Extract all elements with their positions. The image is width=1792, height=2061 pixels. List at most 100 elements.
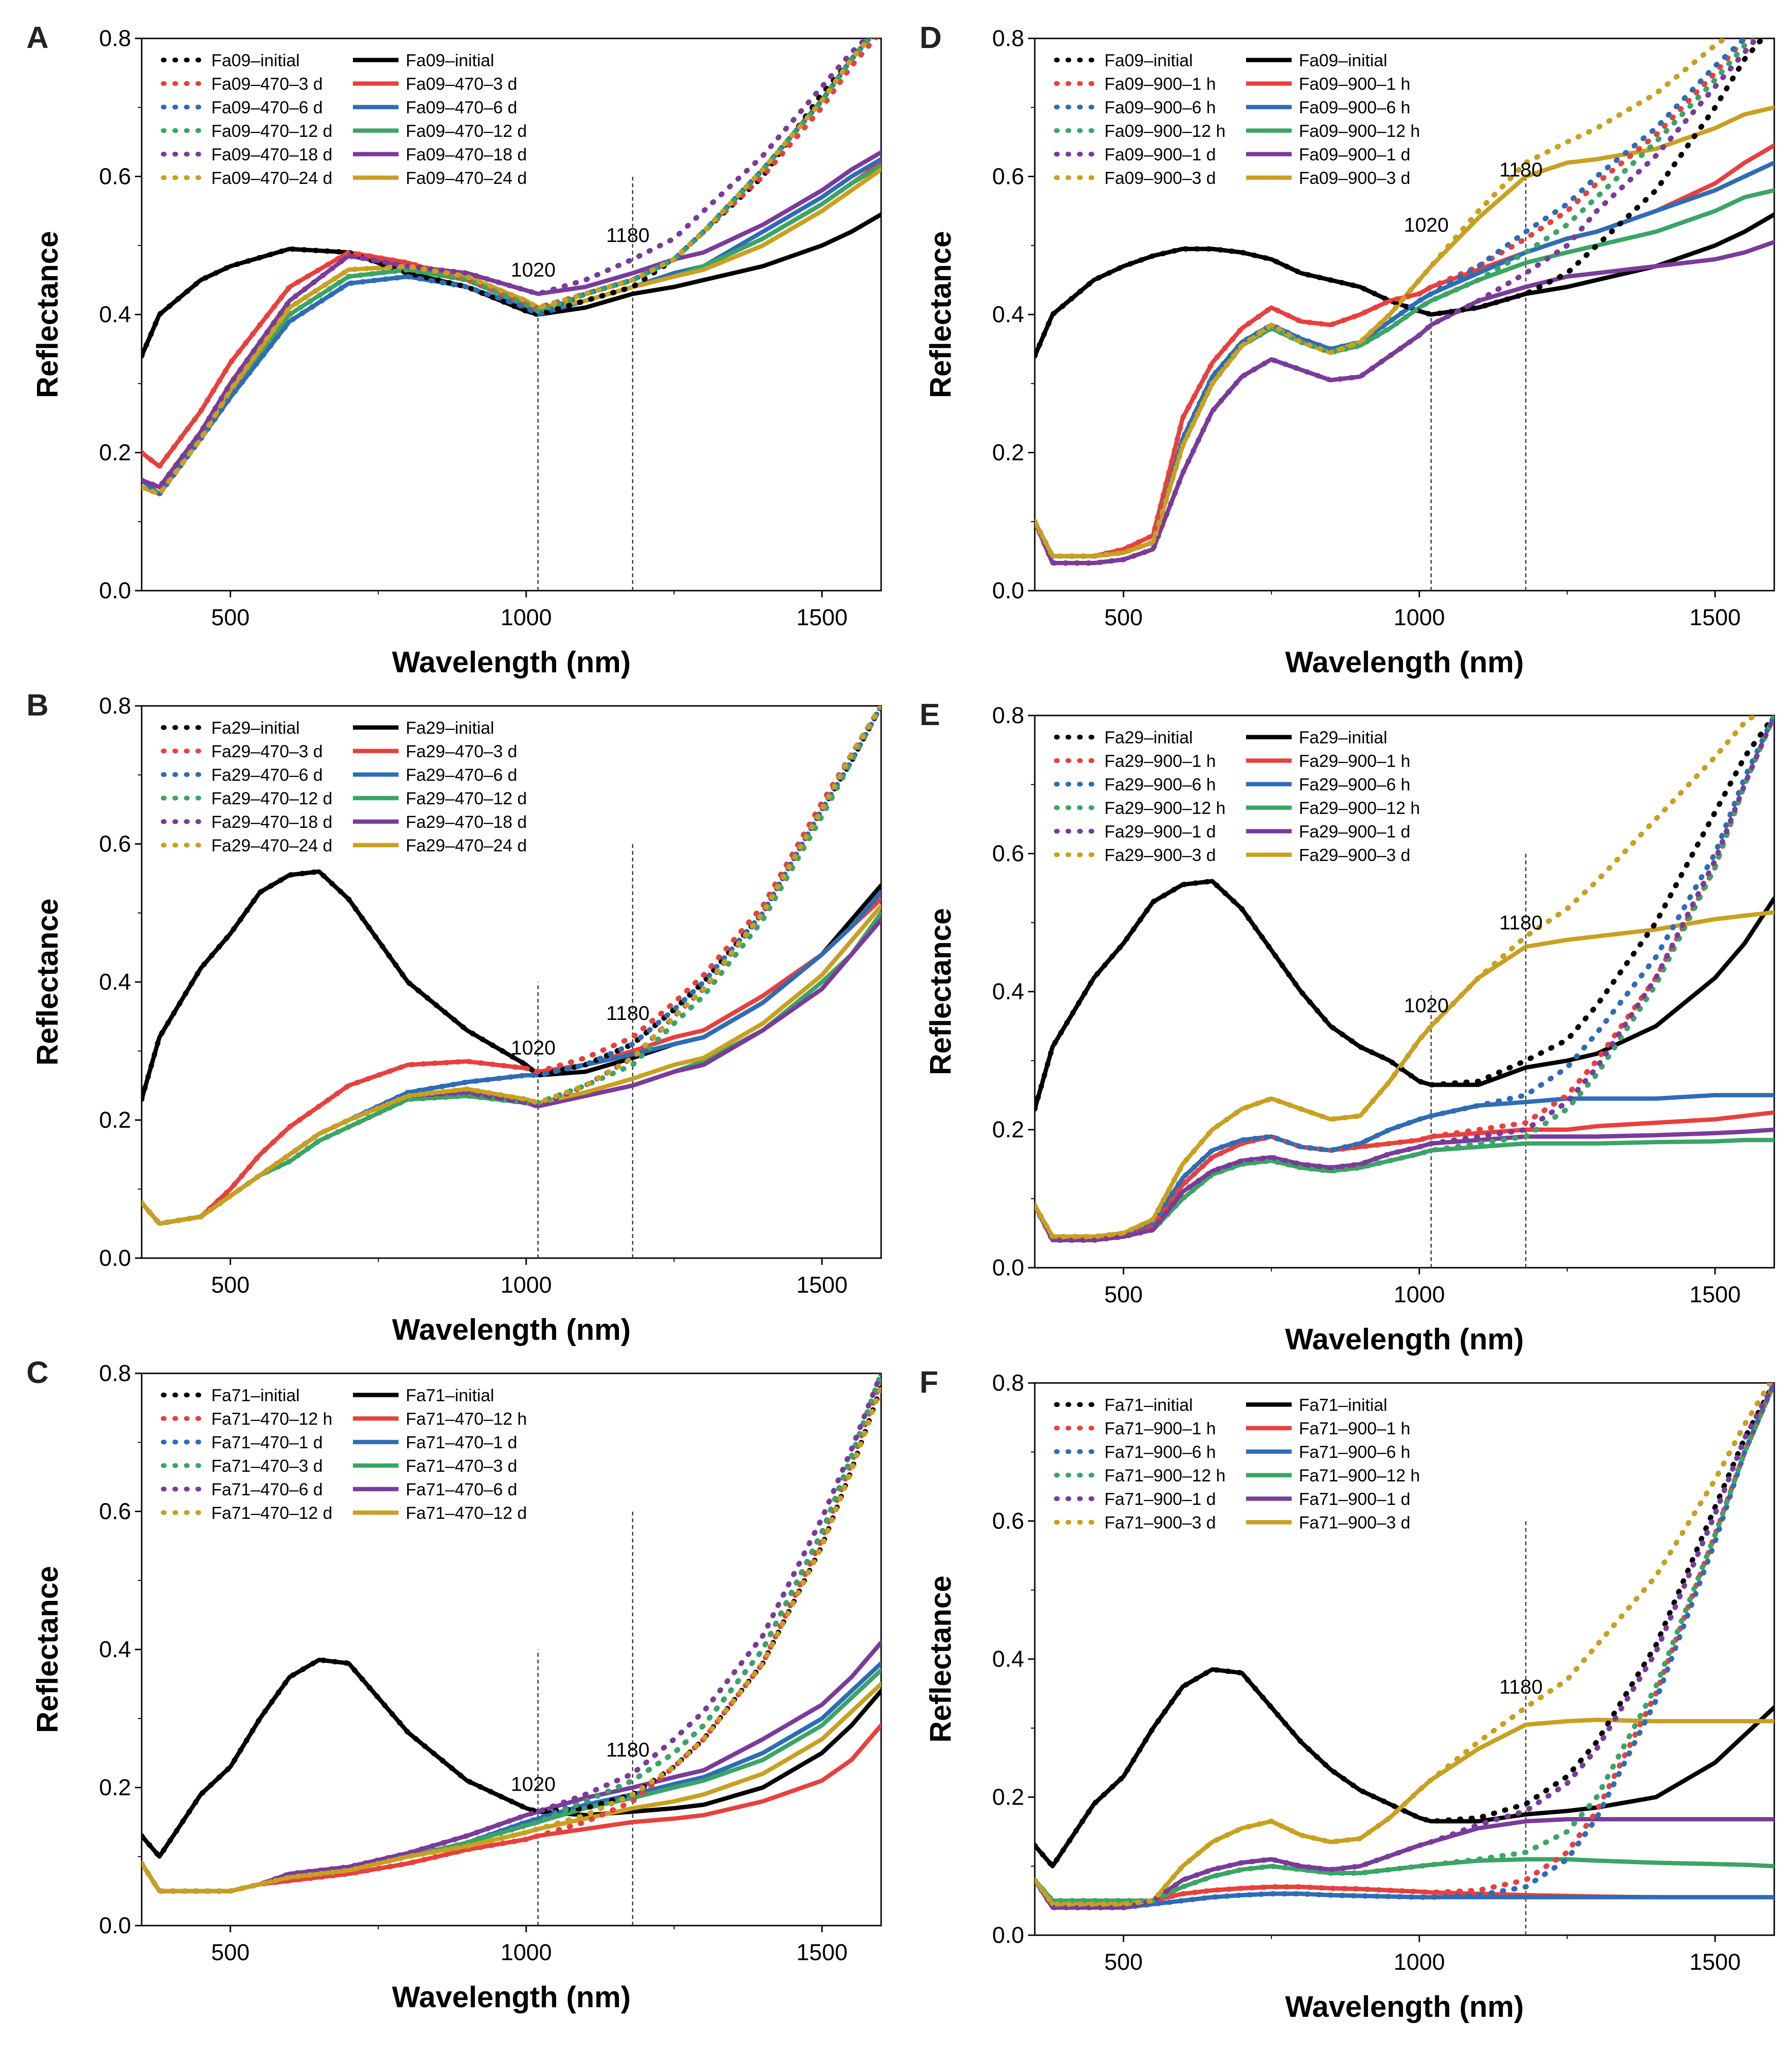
y-tick-label: 0.8	[99, 1361, 131, 1386]
legend-dotted-label: Fa09–470–24 d	[211, 168, 332, 188]
legend-dotted-label: Fa09–initial	[211, 50, 300, 70]
x-tick-label: 1500	[1689, 1282, 1741, 1308]
legend-dotted-label: Fa09–470–12 d	[211, 121, 332, 141]
legend-solid-label: Fa71–470–6 d	[406, 1479, 517, 1499]
series-dotted-5	[1035, 1383, 1773, 1907]
legend-solid-label: Fa09–900–6 h	[1299, 97, 1410, 117]
annotation-1020: 1020	[1404, 214, 1449, 236]
legend-dotted-label: Fa29–470–18 d	[211, 812, 332, 832]
legend-solid-label: Fa71–470–3 d	[406, 1456, 517, 1476]
legend-dotted-label: Fa71–470–3 d	[211, 1456, 323, 1476]
y-tick-label: 0.8	[99, 26, 131, 51]
legend-dotted-label: Fa29–initial	[211, 718, 300, 738]
y-tick-label: 0.0	[99, 1913, 131, 1939]
legend-dotted-label: Fa09–470–3 d	[211, 74, 323, 94]
legend-dotted-label: Fa71–900–1 h	[1104, 1418, 1216, 1438]
series-solid-4	[142, 1640, 881, 1893]
legend-solid-label: Fa71–470–1 d	[406, 1432, 517, 1452]
legend-dotted-label: Fa29–470–6 d	[211, 765, 323, 785]
series-solid-2	[1035, 1878, 1774, 1910]
annotation-1020: 1020	[511, 1773, 556, 1795]
legend-solid-label: Fa09–initial	[1299, 50, 1387, 70]
x-tick-label: 1500	[796, 1940, 848, 1965]
legend-dotted-label: Fa29–470–12 d	[211, 788, 332, 808]
legend-solid-label: Fa09–900–1 h	[1299, 74, 1410, 94]
series-dotted-4	[142, 38, 871, 491]
x-axis-title: Wavelength (nm)	[1285, 646, 1524, 679]
series-solid-3	[1035, 188, 1774, 558]
y-tick-label: 0.0	[992, 578, 1024, 604]
y-tick-label: 0.2	[992, 440, 1024, 466]
legend-dotted-label: Fa29–900–6 h	[1104, 775, 1216, 794]
legend-solid-label: Fa09–initial	[406, 50, 494, 70]
legend-dotted-label: Fa09–900–1 h	[1104, 74, 1216, 94]
legend-dotted-label: Fa71–470–12 d	[211, 1503, 332, 1523]
annotation-1020: 1020	[511, 1036, 556, 1059]
y-axis-title: Reflectance	[924, 908, 957, 1075]
series-dotted-5	[1035, 715, 1759, 1239]
legend-solid-label: Fa09–470–6 d	[406, 97, 517, 117]
x-tick-label: 500	[211, 1940, 250, 1965]
legend-dotted-label: Fa09–900–1 d	[1104, 145, 1216, 164]
legend-solid-label: Fa71–initial	[406, 1385, 494, 1405]
legend-dotted-label: Fa29–initial	[1104, 727, 1193, 747]
plot-area	[142, 1373, 881, 1894]
series-solid-2	[142, 157, 881, 497]
y-tick-label: 0.6	[992, 164, 1024, 190]
x-axis-title: Wavelength (nm)	[392, 1313, 630, 1346]
panel-a: A 0.0 0.2 0.4 0.6 0.8 500 1000 1500 Wavelength (n…	[26, 20, 882, 679]
annotation-1180: 1180	[1499, 158, 1542, 181]
series-dotted-3	[142, 1373, 881, 1894]
series-dotted-5	[142, 706, 881, 1227]
series-dotted-5	[142, 38, 873, 497]
legend-solid-label: Fa71–900–3 d	[1299, 1513, 1410, 1532]
y-tick-label: 0.6	[99, 1499, 131, 1525]
y-tick-label: 0.4	[99, 302, 131, 327]
legend-solid-label: Fa71–470–12 d	[406, 1503, 527, 1523]
x-axis-title: Wavelength (nm)	[392, 646, 630, 679]
series-solid-5	[142, 1682, 881, 1893]
y-tick-label: 0.6	[992, 1509, 1024, 1534]
plot-area	[1035, 1383, 1774, 1910]
legend-solid-label: Fa71–initial	[1299, 1395, 1387, 1415]
legend-dotted-label: Fa71–900–6 h	[1104, 1442, 1216, 1462]
series-solid-4	[1035, 240, 1774, 565]
legend-dotted-label: Fa29–900–1 h	[1104, 751, 1216, 771]
series-solid-5	[1035, 105, 1774, 558]
legend-dotted-label: Fa09–900–6 h	[1104, 97, 1216, 117]
x-tick-label: 1000	[1393, 1282, 1445, 1308]
y-axis-title: Reflectance	[924, 1576, 957, 1743]
legend-dotted-label: Fa09–900–3 d	[1104, 168, 1216, 188]
y-tick-label: 0.4	[99, 970, 131, 995]
plot-area	[1035, 715, 1774, 1243]
annotation-1180: 1180	[606, 1002, 649, 1024]
series-dotted-2	[1035, 38, 1749, 559]
x-tick-label: 500	[211, 605, 250, 630]
panel-b: B 0.0 0.2 0.4 0.6 0.8 500 1000 1500 Wavelength (n…	[26, 688, 882, 1346]
plot-area	[1035, 38, 1774, 566]
y-tick-label: 0.6	[99, 832, 131, 857]
y-tick-label: 0.0	[99, 1246, 131, 1271]
x-axis-title: Wavelength (nm)	[1285, 1323, 1524, 1356]
legend-solid-label: Fa71–900–6 h	[1299, 1442, 1410, 1462]
series-dotted-3	[142, 38, 873, 497]
series-dotted-5	[142, 1384, 881, 1894]
legend-solid-label: Fa29–900–3 d	[1299, 845, 1410, 865]
legend-solid-label: Fa09–470–18 d	[406, 145, 527, 164]
y-tick-label: 0.8	[992, 1370, 1024, 1396]
series-solid-0	[1035, 1667, 1774, 1868]
series-solid-3	[1035, 1857, 1774, 1903]
y-axis-title: Reflectance	[31, 231, 64, 398]
x-tick-label: 500	[1104, 605, 1143, 630]
series-dotted-0	[1035, 38, 1766, 359]
y-tick-label: 0.2	[99, 1108, 131, 1133]
series-solid-1	[1035, 1110, 1774, 1242]
series-dotted-0	[1035, 1383, 1774, 1871]
series-solid-1	[142, 160, 881, 469]
series-dotted-1	[142, 706, 881, 1227]
legend-solid-label: Fa29–900–12 h	[1299, 798, 1420, 818]
legend-solid-label: Fa09–470–12 d	[406, 121, 527, 141]
legend-solid-label: Fa29–470–6 d	[406, 765, 517, 785]
annotation-1020: 1020	[511, 258, 556, 281]
